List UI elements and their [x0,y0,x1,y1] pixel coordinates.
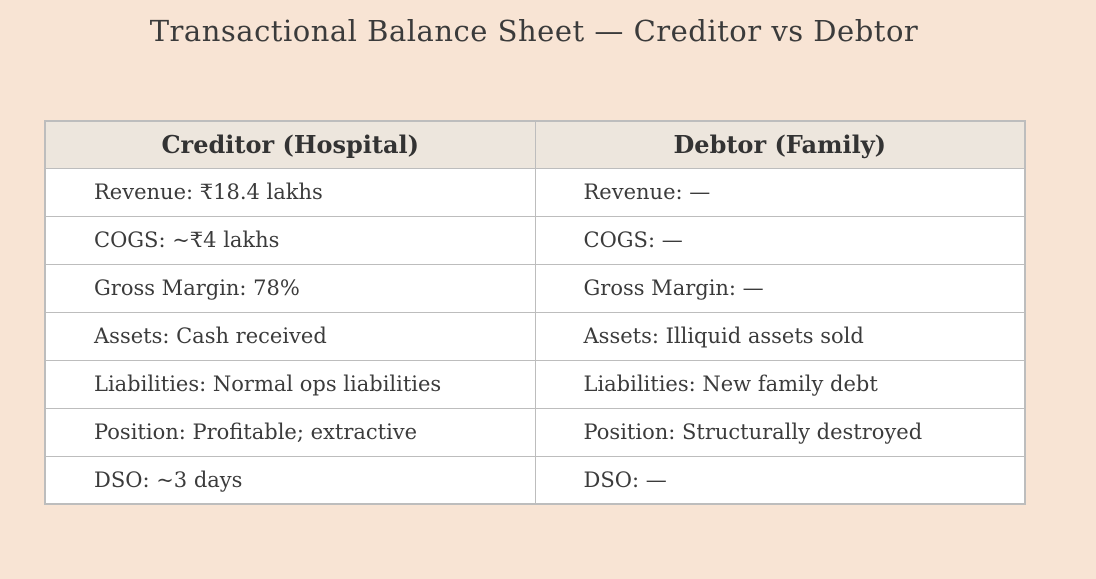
table-row-gross-margin: Gross Margin: 78% Gross Margin: — [44,263,1026,313]
cell-creditor-gross-margin: Gross Margin: 78% [44,263,536,313]
cell-debtor-cogs: COGS: — [534,215,1026,265]
cell-creditor-liabilities: Liabilities: Normal ops liabilities [44,359,536,409]
page-title: Transactional Balance Sheet — Creditor v… [149,14,919,48]
cell-creditor-assets: Assets: Cash received [44,311,536,361]
table-row-dso: DSO: ~3 days DSO: — [44,455,1026,505]
cell-debtor-position: Position: Structurally destroyed [534,407,1026,457]
cell-creditor-dso: DSO: ~3 days [44,455,536,505]
cell-debtor-gross-margin: Gross Margin: — [534,263,1026,313]
column-header-debtor: Debtor (Family) [534,120,1026,169]
column-header-creditor: Creditor (Hospital) [44,120,536,169]
cell-creditor-position: Position: Profitable; extractive [44,407,536,457]
table-header-row: Creditor (Hospital) Debtor (Family) [44,120,1026,169]
table-row-liabilities: Liabilities: Normal ops liabilities Liab… [44,359,1026,409]
cell-debtor-liabilities: Liabilities: New family debt [534,359,1026,409]
table-row-assets: Assets: Cash received Assets: Illiquid a… [44,311,1026,361]
table-row-position: Position: Profitable; extractive Positio… [44,407,1026,457]
cell-debtor-assets: Assets: Illiquid assets sold [534,311,1026,361]
table-row-cogs: COGS: ~₹4 lakhs COGS: — [44,215,1026,265]
table-row-revenue: Revenue: ₹18.4 lakhs Revenue: — [44,167,1026,217]
cell-debtor-revenue: Revenue: — [534,167,1026,217]
cell-creditor-cogs: COGS: ~₹4 lakhs [44,215,536,265]
balance-sheet-table: Creditor (Hospital) Debtor (Family) Reve… [44,120,1026,505]
cell-debtor-dso: DSO: — [534,455,1026,505]
cell-creditor-revenue: Revenue: ₹18.4 lakhs [44,167,536,217]
